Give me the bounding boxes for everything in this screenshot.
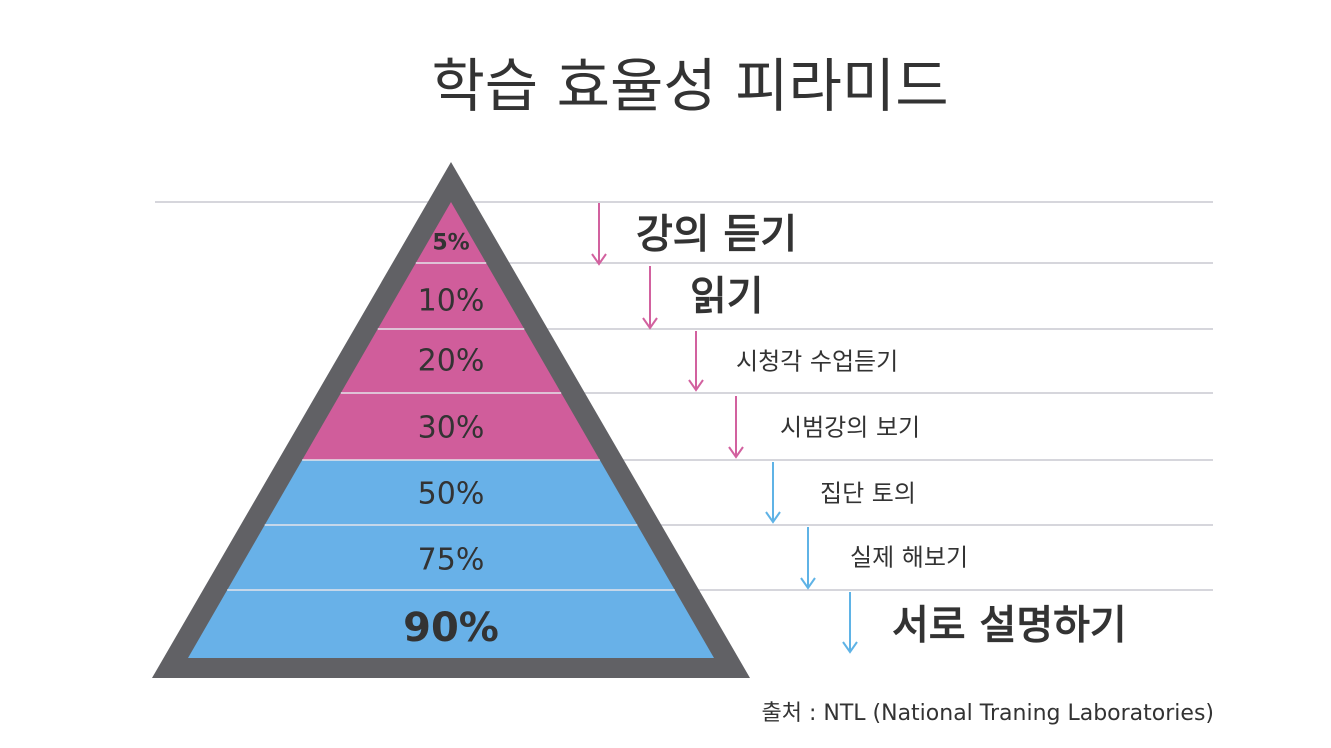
separator-lines bbox=[155, 201, 1213, 591]
level-arrows bbox=[591, 203, 858, 654]
percent-label: 75% bbox=[418, 543, 485, 578]
level-label: 읽기 bbox=[690, 273, 764, 319]
pyramid-band bbox=[302, 393, 600, 460]
pyramid-band bbox=[340, 329, 562, 393]
down-arrow-icon bbox=[728, 396, 744, 459]
down-arrow-icon bbox=[642, 266, 658, 330]
pyramid-band bbox=[227, 525, 675, 590]
percent-label: 30% bbox=[418, 411, 485, 446]
down-arrow-icon bbox=[591, 203, 607, 266]
source-caption: 출처 : NTL (National Traning Laboratories) bbox=[762, 701, 1214, 726]
down-arrow-icon bbox=[765, 462, 781, 524]
pyramid-band bbox=[415, 202, 487, 263]
level-label: 실제 해보기 bbox=[850, 544, 968, 572]
down-arrow-icon bbox=[688, 331, 704, 392]
pyramid: 5% 10% 20% 30% 50% 75% 90% bbox=[152, 162, 750, 678]
pyramid-band bbox=[264, 460, 638, 525]
level-label: 시청각 수업듣기 bbox=[736, 348, 898, 376]
level-label: 집단 토의 bbox=[820, 480, 916, 508]
down-arrow-icon bbox=[842, 592, 858, 654]
percent-label: 50% bbox=[418, 477, 485, 512]
pyramid-band bbox=[188, 590, 714, 658]
percent-label: 90% bbox=[403, 605, 499, 651]
percent-label: 10% bbox=[418, 284, 485, 319]
pyramid-band bbox=[377, 263, 525, 329]
page-title: 학습 효율성 피라미드 bbox=[431, 52, 948, 120]
percent-label: 5% bbox=[432, 231, 469, 256]
level-label: 시범강의 보기 bbox=[780, 414, 920, 442]
level-label: 강의 듣기 bbox=[636, 211, 797, 257]
percent-label: 20% bbox=[418, 344, 485, 379]
level-label: 서로 설명하기 bbox=[892, 602, 1127, 648]
down-arrow-icon bbox=[800, 527, 816, 590]
